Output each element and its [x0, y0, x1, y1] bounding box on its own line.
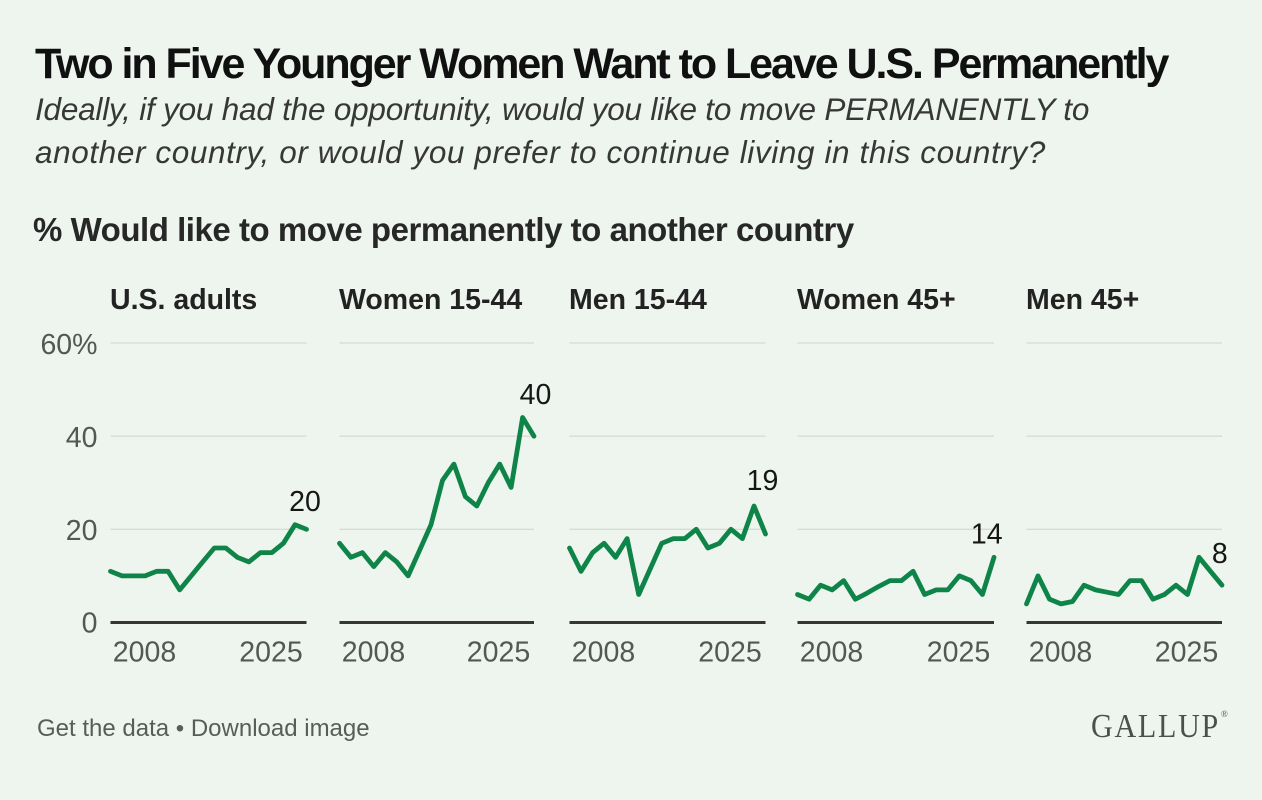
- svg-text:2008: 2008: [1029, 637, 1092, 669]
- svg-text:®: ®: [1221, 709, 1228, 719]
- svg-text:60%: 60%: [40, 329, 97, 361]
- svg-text:40: 40: [66, 422, 98, 454]
- svg-text:2008: 2008: [113, 637, 176, 669]
- svg-text:14: 14: [971, 519, 1003, 551]
- svg-text:U.S. adults: U.S. adults: [110, 284, 257, 316]
- svg-text:2025: 2025: [927, 637, 990, 669]
- svg-text:2025: 2025: [698, 637, 761, 669]
- svg-text:0: 0: [82, 608, 98, 640]
- svg-text:GALLUP: GALLUP: [1091, 708, 1220, 745]
- svg-text:Men 45+: Men 45+: [1026, 284, 1139, 316]
- svg-text:Men 15-44: Men 15-44: [569, 284, 707, 316]
- svg-text:20: 20: [66, 515, 98, 547]
- svg-text:Women 45+: Women 45+: [797, 284, 956, 316]
- svg-text:2008: 2008: [342, 637, 405, 669]
- svg-text:2025: 2025: [1155, 637, 1218, 669]
- svg-text:2025: 2025: [467, 637, 530, 669]
- svg-text:2008: 2008: [800, 637, 863, 669]
- svg-text:19: 19: [747, 465, 779, 497]
- svg-text:2025: 2025: [239, 637, 302, 669]
- svg-text:8: 8: [1212, 538, 1228, 570]
- svg-text:40: 40: [520, 379, 552, 411]
- svg-text:Women 15-44: Women 15-44: [339, 284, 522, 316]
- svg-text:20: 20: [289, 486, 321, 518]
- svg-text:2008: 2008: [572, 637, 635, 669]
